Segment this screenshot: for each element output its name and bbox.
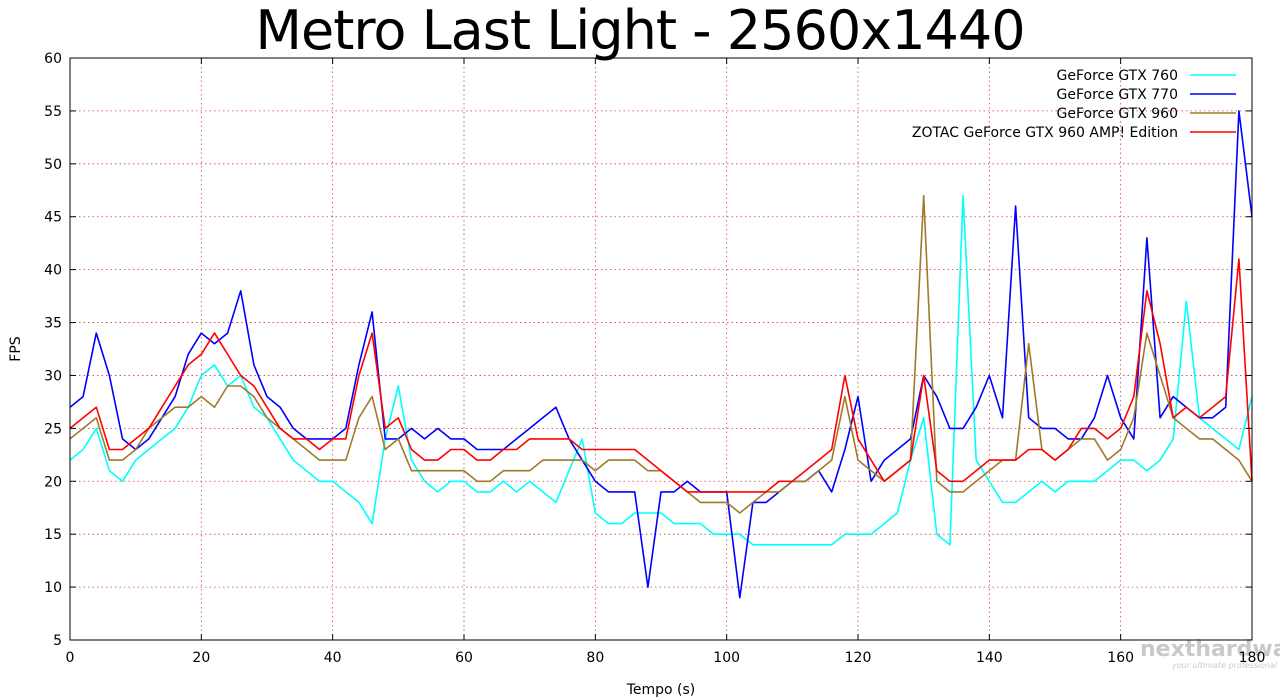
plot-frame xyxy=(69,57,1253,641)
watermark-subtext: your ultimate professional resource xyxy=(1171,661,1280,670)
legend-label: GeForce GTX 770 xyxy=(1057,87,1178,103)
x-tick-label: 180 xyxy=(1239,650,1266,666)
series-line-1 xyxy=(69,110,1253,599)
y-tick-label: 60 xyxy=(44,51,62,67)
watermark: nexthardware.com your ultimate professio… xyxy=(1140,637,1280,670)
x-axis-label: Tempo (s) xyxy=(626,682,696,698)
chart-title: Metro Last Light - 2560x1440 xyxy=(255,0,1025,62)
y-tick-label: 25 xyxy=(44,421,62,437)
y-tick-label: 30 xyxy=(44,368,62,384)
legend-label: ZOTAC GeForce GTX 960 AMP! Edition xyxy=(912,125,1178,141)
y-tick-label: 15 xyxy=(44,527,62,543)
x-tick-label: 60 xyxy=(455,650,473,666)
legend-label: GeForce GTX 960 xyxy=(1057,106,1178,122)
x-tick-label: 100 xyxy=(713,650,740,666)
y-tick-label: 20 xyxy=(44,474,62,490)
x-tick-label: 0 xyxy=(66,650,75,666)
y-tick-label: 45 xyxy=(44,210,62,226)
x-tick-label: 20 xyxy=(192,650,210,666)
x-tick-label: 160 xyxy=(1107,650,1134,666)
y-tick-label: 50 xyxy=(44,157,62,173)
x-tick-label: 140 xyxy=(976,650,1003,666)
x-tick-label: 80 xyxy=(586,650,604,666)
x-tick-label: 40 xyxy=(324,650,342,666)
y-tick-label: 35 xyxy=(44,316,62,332)
legend-label: GeForce GTX 760 xyxy=(1057,68,1178,84)
legend: GeForce GTX 760 GeForce GTX 770 GeForce GT… xyxy=(912,68,1236,141)
series-lines xyxy=(69,110,1253,599)
grid-lines xyxy=(70,58,1252,640)
series-line-3 xyxy=(69,258,1253,493)
x-tick-label: 120 xyxy=(845,650,872,666)
y-axis-label: FPS xyxy=(8,336,24,361)
y-tick-label: 40 xyxy=(44,263,62,279)
series-line-2 xyxy=(69,194,1253,514)
axis-ticks: 5 10 15 20 25 30 35 40 45 50 55 60 0 20 40 60 80 100 120 14… xyxy=(44,51,1265,666)
y-tick-label: 10 xyxy=(44,580,62,596)
watermark-text: nexthardware.com xyxy=(1140,637,1280,662)
y-tick-label: 55 xyxy=(44,104,62,120)
y-tick-label: 5 xyxy=(53,633,62,649)
